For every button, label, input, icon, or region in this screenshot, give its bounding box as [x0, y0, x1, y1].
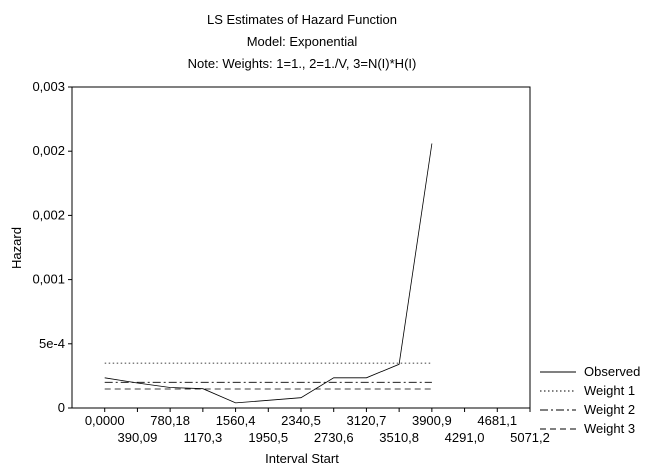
x-axis-ticks: 0,0000 390,09 780,18 1170,3 1560,4 1950,5 2340…	[85, 408, 550, 445]
x-tick-label: 1950,5	[248, 430, 288, 445]
series-line-observed	[104, 143, 433, 404]
y-axis-ticks: 0 5e-4 0,001 0,002 0,002 0,003	[32, 79, 72, 415]
chart-title: LS Estimates of Hazard Function	[207, 12, 397, 27]
y-tick-label: 5e-4	[39, 336, 65, 351]
y-tick-label: 0,002	[32, 143, 65, 158]
x-tick-label: 5071,2	[510, 430, 550, 445]
x-tick-label: 1170,3	[183, 430, 222, 445]
y-axis-label: Hazard	[9, 227, 24, 269]
x-axis-label: Interval Start	[265, 451, 339, 466]
legend-label: Weight 1	[584, 383, 635, 398]
x-tick-label: 780,18	[150, 413, 190, 428]
x-tick-label: 1560,4	[216, 413, 256, 428]
x-tick-label: 2730,6	[314, 430, 354, 445]
legend-label: Weight 2	[584, 402, 635, 417]
y-tick-label: 0,002	[32, 207, 65, 222]
x-tick-label: 0,0000	[85, 413, 125, 428]
plot-frame	[71, 86, 531, 409]
x-tick-label: 390,09	[118, 430, 158, 445]
y-tick-label: 0	[58, 400, 65, 415]
y-tick-label: 0,001	[32, 272, 65, 287]
chart-subtitle-model: Model: Exponential	[247, 34, 358, 49]
x-tick-label: 4681,1	[477, 413, 517, 428]
y-tick-label: 0,003	[32, 79, 65, 94]
legend-label: Observed	[584, 364, 640, 379]
chart-subtitle-note: Note: Weights: 1=1., 2=1./V, 3=N(I)*H(I)	[188, 56, 417, 71]
x-tick-label: 3120,7	[347, 413, 387, 428]
legend-label: Weight 3	[584, 421, 635, 436]
legend: Observed Weight 1 Weight 2 Weight 3	[540, 364, 640, 436]
series-lines	[104, 143, 433, 404]
x-tick-label: 4291,0	[445, 430, 485, 445]
x-tick-label: 3900,9	[412, 413, 452, 428]
x-tick-label: 2340,5	[281, 413, 321, 428]
x-tick-label: 3510,8	[379, 430, 419, 445]
